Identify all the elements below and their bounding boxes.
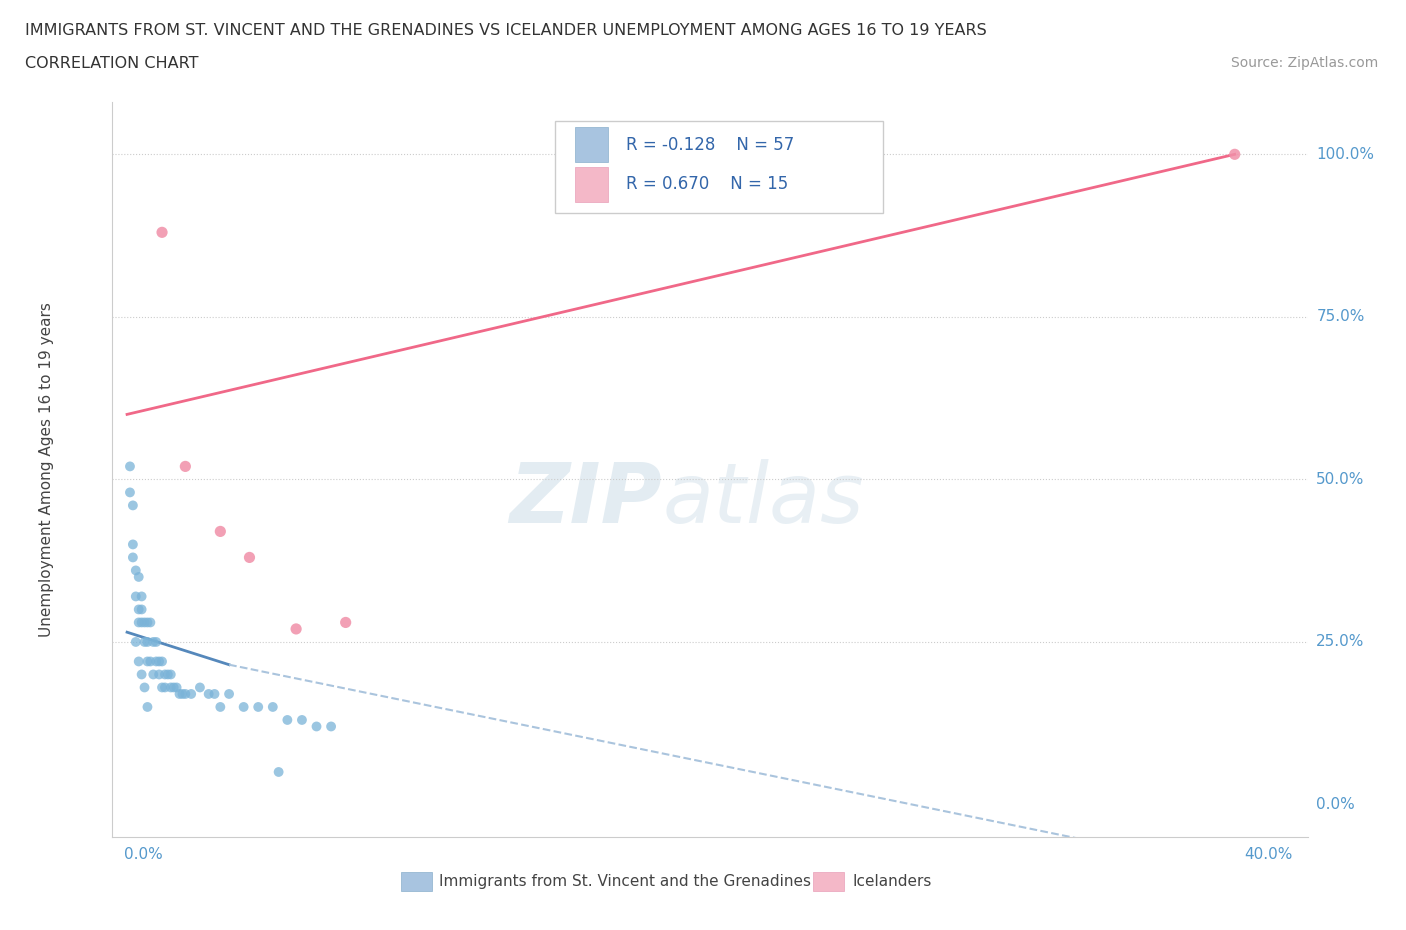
Point [136, 654, 159, 669]
Point [197, 686, 219, 701]
Point [159, 680, 181, 695]
Point [134, 680, 156, 695]
Point [285, 621, 308, 636]
Point [218, 686, 240, 701]
Point [142, 667, 165, 682]
Text: Source: ZipAtlas.com: Source: ZipAtlas.com [1230, 56, 1378, 70]
Point [1223, 147, 1246, 162]
Point [122, 498, 145, 512]
Point [156, 667, 179, 682]
Text: Unemployment Among Ages 16 to 19 years: Unemployment Among Ages 16 to 19 years [39, 302, 55, 637]
Point [209, 524, 232, 538]
Point [267, 764, 290, 779]
Point [174, 459, 197, 474]
FancyBboxPatch shape [575, 127, 609, 163]
Point [145, 654, 167, 669]
Point [131, 602, 153, 617]
Point [174, 686, 197, 701]
Point [153, 667, 176, 682]
Point [319, 719, 342, 734]
Point [276, 712, 298, 727]
Point [134, 634, 156, 649]
Point [125, 589, 148, 604]
Point [142, 634, 165, 649]
Point [118, 459, 141, 474]
Point [163, 680, 186, 695]
Point [232, 699, 254, 714]
Text: 75.0%: 75.0% [1316, 310, 1365, 325]
FancyBboxPatch shape [575, 166, 609, 202]
Text: 0.0%: 0.0% [1316, 797, 1355, 812]
Point [291, 712, 314, 727]
Point [305, 719, 328, 734]
Point [150, 654, 173, 669]
Text: CORRELATION CHART: CORRELATION CHART [25, 56, 198, 71]
Point [159, 667, 181, 682]
Text: 25.0%: 25.0% [1316, 634, 1365, 649]
Point [204, 686, 226, 701]
Point [136, 699, 159, 714]
Point [172, 686, 194, 701]
Point [180, 686, 202, 701]
Point [136, 615, 159, 630]
Point [128, 654, 150, 669]
Point [128, 615, 150, 630]
Point [169, 686, 191, 701]
Text: atlas: atlas [662, 458, 863, 539]
Point [188, 680, 211, 695]
Point [238, 550, 260, 565]
Point [128, 569, 150, 584]
Point [148, 667, 170, 682]
Point [145, 634, 167, 649]
Point [139, 654, 162, 669]
Point [131, 667, 153, 682]
Text: R = -0.128    N = 57: R = -0.128 N = 57 [627, 136, 794, 153]
Point [262, 699, 284, 714]
Point [166, 680, 188, 695]
Point [139, 615, 162, 630]
Point [125, 563, 148, 578]
Text: IMMIGRANTS FROM ST. VINCENT AND THE GRENADINES VS ICELANDER UNEMPLOYMENT AMONG A: IMMIGRANTS FROM ST. VINCENT AND THE GREN… [25, 23, 987, 38]
Text: 100.0%: 100.0% [1316, 147, 1374, 162]
Point [134, 615, 156, 630]
Point [153, 680, 176, 695]
Text: 50.0%: 50.0% [1316, 472, 1365, 487]
Text: 0.0%: 0.0% [124, 846, 163, 862]
Text: ZIP: ZIP [509, 458, 662, 539]
FancyBboxPatch shape [554, 121, 883, 213]
Point [335, 615, 357, 630]
Point [122, 550, 145, 565]
Text: R = 0.670    N = 15: R = 0.670 N = 15 [627, 176, 789, 193]
Text: 40.0%: 40.0% [1244, 846, 1294, 862]
Point [150, 225, 173, 240]
Point [136, 634, 159, 649]
Point [125, 634, 148, 649]
Point [247, 699, 270, 714]
Point [148, 654, 170, 669]
Point [209, 699, 232, 714]
Point [131, 589, 153, 604]
Point [128, 602, 150, 617]
Text: Icelanders: Icelanders [852, 874, 931, 889]
Text: Immigrants from St. Vincent and the Grenadines: Immigrants from St. Vincent and the Gren… [439, 874, 811, 889]
Point [150, 680, 173, 695]
Point [122, 537, 145, 551]
Point [131, 615, 153, 630]
Point [118, 485, 141, 499]
